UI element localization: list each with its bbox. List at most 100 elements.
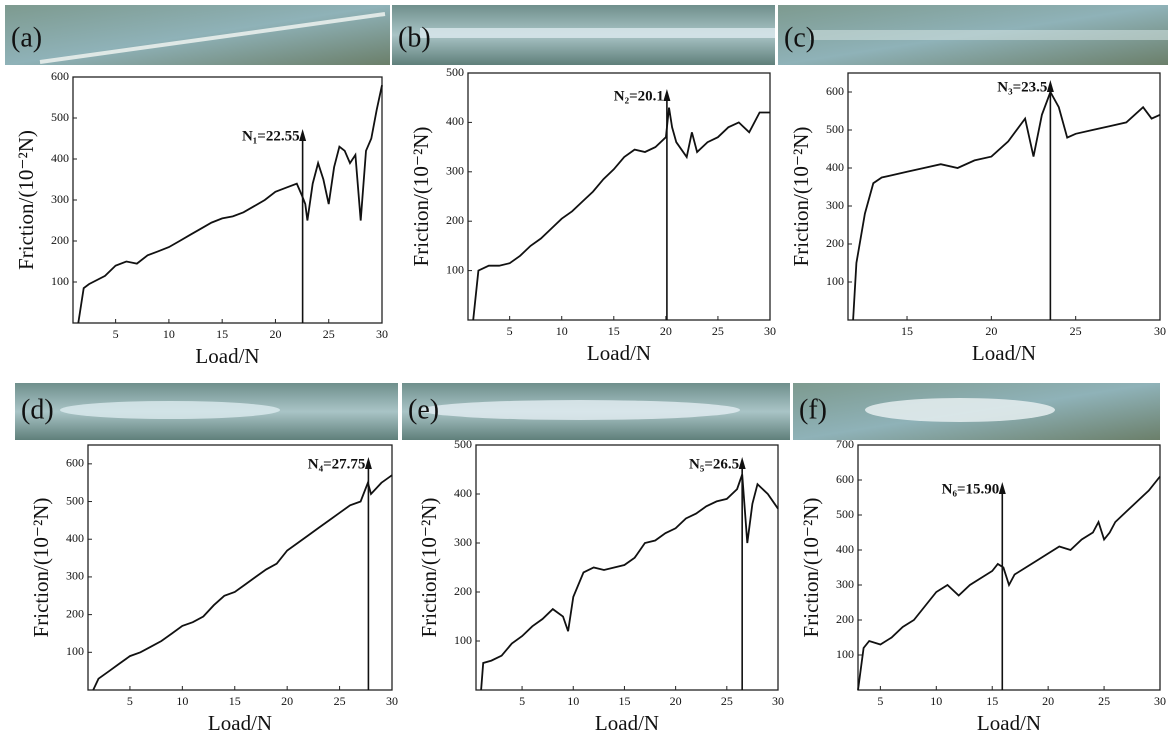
y-axis-label: Friction/(10⁻²N) bbox=[799, 498, 823, 638]
y-tick-label: 500 bbox=[836, 507, 854, 521]
y-tick-label: 500 bbox=[66, 493, 84, 507]
plot-frame bbox=[847, 72, 1161, 321]
y-tick-label: 200 bbox=[51, 233, 69, 247]
plot-frame bbox=[857, 444, 1161, 691]
panel-label: (b) bbox=[398, 22, 431, 53]
data-line bbox=[852, 89, 1161, 321]
plot-frame bbox=[72, 76, 383, 324]
y-tick-label: 100 bbox=[446, 262, 464, 276]
y-tick-label: 200 bbox=[66, 606, 84, 620]
x-tick-label: 25 bbox=[712, 324, 724, 338]
x-tick-label: 5 bbox=[877, 694, 883, 708]
x-axis-label: Load/N bbox=[587, 341, 651, 365]
scratch bbox=[39, 12, 386, 64]
annotation: N₆=15.90 bbox=[942, 481, 1000, 497]
y-tick-label: 200 bbox=[454, 584, 472, 598]
y-axis-label: Friction/(10⁻²N) bbox=[417, 498, 441, 638]
plot-frame bbox=[87, 444, 393, 691]
panel-label: (f) bbox=[799, 394, 827, 425]
x-tick-label: 10 bbox=[163, 327, 175, 341]
y-tick-label: 400 bbox=[446, 114, 464, 128]
panel-label: (a) bbox=[11, 22, 42, 53]
y-tick-label: 600 bbox=[836, 472, 854, 486]
x-tick-label: 20 bbox=[670, 694, 682, 708]
y-tick-label: 100 bbox=[826, 274, 844, 288]
panel: (f) 5 10 15 20 25 30 100 200 300 400 500 600 700 Load/… bbox=[799, 394, 1166, 734]
data-line bbox=[480, 474, 779, 691]
y-tick-label: 400 bbox=[51, 151, 69, 165]
x-tick-label: 5 bbox=[507, 324, 513, 338]
x-tick-label: 25 bbox=[334, 694, 346, 708]
micrographs bbox=[5, 5, 1168, 440]
y-tick-label: 400 bbox=[66, 531, 84, 545]
y-tick-label: 200 bbox=[836, 612, 854, 626]
x-axis-label: Load/N bbox=[195, 344, 259, 368]
x-tick-label: 30 bbox=[376, 327, 388, 341]
x-axis-label: Load/N bbox=[972, 341, 1036, 365]
data-line bbox=[77, 85, 383, 324]
x-tick-label: 30 bbox=[764, 324, 776, 338]
annotation: N₄=27.75 bbox=[308, 456, 366, 472]
x-tick-label: 5 bbox=[519, 694, 525, 708]
panel: (b) 5 10 15 20 25 30 100 200 300 400 500 Load/N Frict… bbox=[398, 22, 776, 364]
scratch bbox=[810, 30, 1168, 40]
x-tick-label: 10 bbox=[567, 694, 579, 708]
data-line bbox=[472, 107, 770, 321]
x-tick-label: 10 bbox=[556, 324, 568, 338]
x-tick-label: 15 bbox=[986, 694, 998, 708]
panel-label: (d) bbox=[21, 394, 54, 425]
y-tick-label: 500 bbox=[454, 437, 472, 451]
annotation: N₅=26.5 bbox=[689, 456, 739, 472]
y-tick-label: 300 bbox=[446, 164, 464, 178]
x-tick-label: 5 bbox=[127, 694, 133, 708]
x-tick-label: 15 bbox=[229, 694, 241, 708]
x-tick-label: 25 bbox=[721, 694, 733, 708]
y-tick-label: 200 bbox=[446, 213, 464, 227]
y-tick-label: 200 bbox=[826, 236, 844, 250]
x-tick-label: 20 bbox=[985, 324, 997, 338]
x-tick-label: 15 bbox=[618, 694, 630, 708]
y-tick-label: 500 bbox=[826, 122, 844, 136]
y-tick-label: 100 bbox=[66, 644, 84, 658]
arrow-head bbox=[663, 89, 671, 101]
x-tick-label: 10 bbox=[930, 694, 942, 708]
panel: (c) 15 20 25 30 100 200 300 400 500 600 Load/N Frict… bbox=[784, 22, 1166, 364]
x-tick-label: 15 bbox=[901, 324, 913, 338]
y-tick-label: 700 bbox=[836, 437, 854, 451]
x-tick-label: 30 bbox=[772, 694, 784, 708]
y-tick-label: 600 bbox=[66, 456, 84, 470]
x-tick-label: 25 bbox=[323, 327, 335, 341]
panel-label: (c) bbox=[784, 22, 815, 53]
y-tick-label: 300 bbox=[826, 198, 844, 212]
x-axis-label: Load/N bbox=[595, 711, 659, 735]
y-tick-label: 400 bbox=[454, 486, 472, 500]
x-axis-label: Load/N bbox=[977, 711, 1041, 735]
x-tick-label: 30 bbox=[1154, 694, 1166, 708]
plot-frame bbox=[467, 72, 771, 321]
y-axis-label: Friction/(10⁻²N) bbox=[29, 498, 53, 638]
panel-label: (e) bbox=[408, 394, 439, 425]
x-axis-label: Load/N bbox=[208, 711, 272, 735]
panel: (e) 5 10 15 20 25 30 100 200 300 400 500 Load/N Frict… bbox=[408, 394, 784, 734]
y-axis-label: Friction/(10⁻²N) bbox=[789, 127, 813, 267]
x-tick-label: 25 bbox=[1098, 694, 1110, 708]
annotation: N₃=23.5 bbox=[997, 79, 1047, 95]
micrograph bbox=[5, 5, 390, 65]
x-tick-label: 15 bbox=[216, 327, 228, 341]
x-tick-label: 20 bbox=[269, 327, 281, 341]
x-tick-label: 30 bbox=[386, 694, 398, 708]
arrow-head bbox=[738, 457, 746, 469]
y-tick-label: 400 bbox=[826, 160, 844, 174]
panel: (d) 5 10 15 20 25 30 100 200 300 400 500 600 Load/N Fr… bbox=[21, 394, 398, 734]
scratch bbox=[420, 400, 740, 420]
x-tick-label: 15 bbox=[608, 324, 620, 338]
annotation: N₂=20.1 bbox=[614, 88, 664, 104]
y-tick-label: 500 bbox=[51, 110, 69, 124]
y-tick-label: 100 bbox=[51, 274, 69, 288]
y-tick-label: 500 bbox=[446, 65, 464, 79]
y-tick-label: 100 bbox=[836, 647, 854, 661]
y-tick-label: 300 bbox=[66, 569, 84, 583]
data-line bbox=[857, 475, 1161, 691]
y-tick-label: 300 bbox=[51, 192, 69, 206]
